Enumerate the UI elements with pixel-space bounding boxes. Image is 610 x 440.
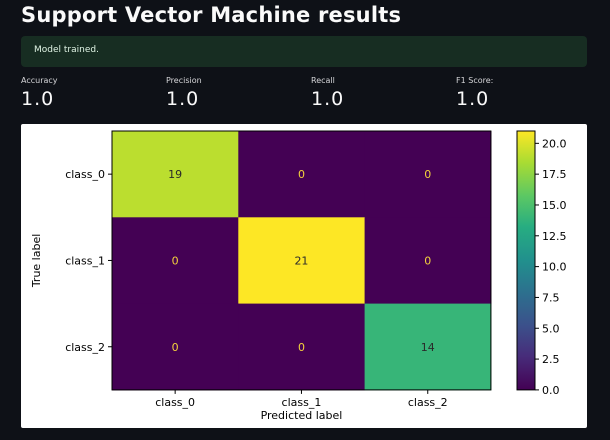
colorbar-tick-label: 20.0 bbox=[542, 137, 567, 150]
x-tick-label: class_0 bbox=[155, 396, 195, 409]
matrix-cell bbox=[238, 131, 366, 218]
matrix-cell bbox=[112, 217, 239, 305]
y-tick-label: class_2 bbox=[65, 341, 105, 354]
metric-recall: Recall 1.0 bbox=[311, 76, 344, 110]
metric-value: 1.0 bbox=[166, 88, 200, 110]
colorbar-tick-label: 7.5 bbox=[542, 291, 560, 304]
colorbar-tick-label: 10.0 bbox=[542, 261, 567, 274]
metric-label: F1 Score: bbox=[456, 76, 494, 85]
x-tick-label: class_1 bbox=[282, 396, 322, 409]
colorbar-tick-label: 5.0 bbox=[542, 322, 560, 335]
metric-value: 1.0 bbox=[311, 88, 345, 110]
success-alert: Model trained. bbox=[21, 36, 587, 67]
cell-value: 0 bbox=[172, 341, 179, 354]
colorbar-tick-label: 15.0 bbox=[542, 199, 567, 212]
confusion-matrix-chart: 19 0 0 0 21 0 0 0 14 class_0 class_1 class_2 class_0… bbox=[30, 130, 567, 422]
colorbar-tick-label: 2.5 bbox=[542, 353, 560, 366]
cell-value: 0 bbox=[298, 168, 305, 181]
colorbar bbox=[516, 130, 536, 391]
y-axis-label: True label bbox=[30, 234, 43, 288]
matrix-cell bbox=[364, 303, 492, 391]
metric-accuracy: Accuracy 1.0 bbox=[21, 76, 58, 110]
metric-value: 1.0 bbox=[21, 88, 55, 110]
cell-value: 0 bbox=[298, 341, 305, 354]
y-tick-label: class_1 bbox=[65, 254, 105, 267]
metric-label: Recall bbox=[311, 76, 335, 85]
cell-value: 0 bbox=[424, 168, 431, 181]
matrix-cell bbox=[238, 217, 366, 305]
cell-value: 19 bbox=[168, 168, 182, 181]
page-title: Support Vector Machine results bbox=[21, 3, 402, 27]
metric-value: 1.0 bbox=[456, 88, 490, 110]
matrix-cell bbox=[364, 217, 492, 305]
x-tick-label: class_2 bbox=[408, 396, 448, 409]
cell-value: 0 bbox=[424, 254, 431, 267]
matrix-cell bbox=[112, 303, 239, 391]
y-tick-label: class_0 bbox=[65, 168, 105, 181]
colorbar-tick-label: 0.0 bbox=[542, 384, 560, 397]
metric-f1-score: F1 Score: 1.0 bbox=[456, 76, 493, 110]
alert-message: Model trained. bbox=[34, 45, 99, 55]
cell-value: 21 bbox=[294, 254, 308, 267]
x-axis-label: Predicted label bbox=[261, 409, 343, 422]
colorbar-tick-label: 17.5 bbox=[542, 168, 567, 181]
matrix-cell bbox=[238, 303, 366, 391]
metric-precision: Precision 1.0 bbox=[166, 76, 202, 110]
confusion-matrix-figure: 19 0 0 0 21 0 0 0 14 class_0 class_1 class_2 class_0… bbox=[21, 124, 587, 428]
metric-label: Accuracy bbox=[21, 76, 58, 85]
matrix-cell bbox=[364, 131, 492, 218]
matrix-cell bbox=[112, 131, 239, 218]
colorbar-tick-label: 12.5 bbox=[542, 230, 567, 243]
cell-value: 14 bbox=[421, 341, 435, 354]
cell-value: 0 bbox=[172, 254, 179, 267]
metric-label: Precision bbox=[166, 76, 202, 85]
